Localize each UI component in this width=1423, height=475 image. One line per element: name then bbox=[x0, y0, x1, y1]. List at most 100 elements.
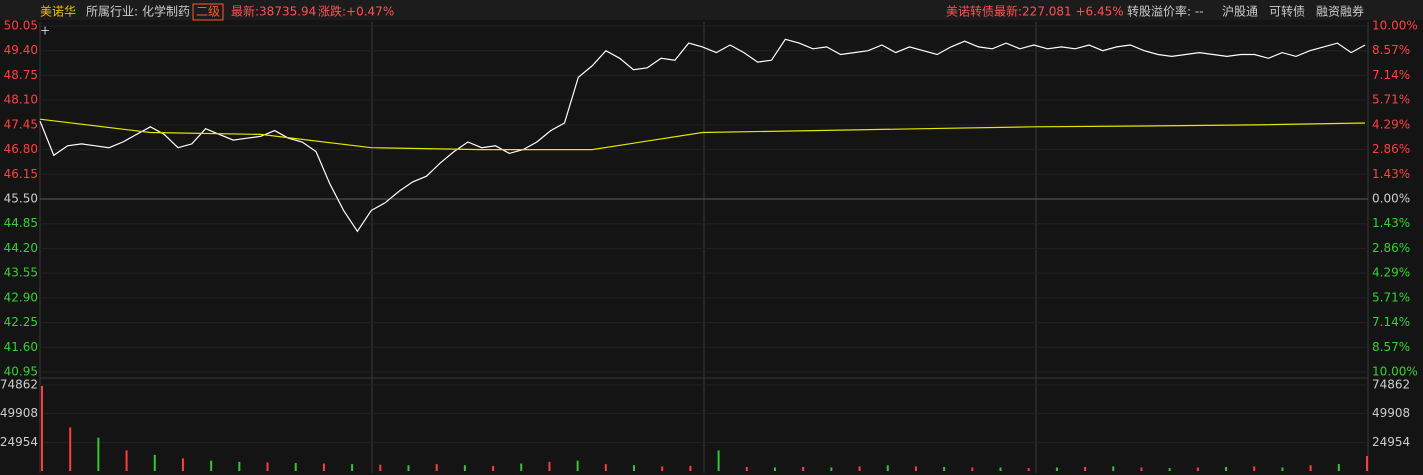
volume-bar bbox=[1055, 467, 1058, 471]
volume-bar bbox=[1366, 456, 1368, 471]
link[interactable]: 融资融券 bbox=[1316, 4, 1364, 19]
y2-tick-label: 8.57% bbox=[1372, 340, 1410, 354]
y2-tick-label: 10.00% bbox=[1372, 365, 1418, 379]
link[interactable]: 可转债 bbox=[1269, 4, 1305, 19]
level-box bbox=[192, 3, 224, 21]
volume-bar bbox=[41, 385, 43, 471]
y-tick-label: 49908 bbox=[0, 406, 38, 420]
y2-tick-label: 2.86% bbox=[1372, 142, 1410, 156]
volume-bar bbox=[1253, 466, 1256, 471]
volume-bar bbox=[210, 460, 213, 471]
y2-tick-label: 7.14% bbox=[1372, 68, 1410, 82]
volume-bar bbox=[520, 463, 523, 471]
volume-bar bbox=[125, 450, 128, 471]
volume-bar bbox=[322, 463, 325, 471]
y-tick-label: 46.15 bbox=[4, 167, 38, 181]
price-line bbox=[39, 118, 1366, 151]
volume-bar bbox=[689, 465, 692, 471]
y2-tick-label: 2.86% bbox=[1372, 241, 1410, 255]
volume-bar bbox=[576, 460, 579, 471]
volume-bar bbox=[435, 464, 438, 471]
volume-bar bbox=[238, 461, 241, 471]
y-tick-label: 42.25 bbox=[4, 315, 38, 329]
industry[interactable]: 化学制药 bbox=[142, 4, 190, 19]
volume-bar bbox=[407, 465, 410, 471]
y-tick-label: 43.55 bbox=[4, 266, 38, 280]
bond: 美诺转债最新:227.081 +6.45% bbox=[946, 4, 1124, 19]
volume-bar bbox=[717, 450, 720, 471]
y-tick-label: 44.20 bbox=[4, 241, 38, 255]
y2-tick-label: 1.43% bbox=[1372, 216, 1410, 230]
y2-tick-label: 5.71% bbox=[1372, 290, 1410, 304]
price-line bbox=[39, 38, 1366, 233]
volume-bar bbox=[943, 466, 946, 471]
volume-bar bbox=[604, 464, 607, 471]
latest: 最新:38735.94 bbox=[231, 4, 316, 19]
volume-bar bbox=[181, 458, 184, 471]
stock-name: 美诺华 bbox=[40, 5, 76, 19]
volume-bar bbox=[1084, 466, 1087, 471]
volume-bar bbox=[97, 437, 100, 471]
y-tick-label: 48.10 bbox=[4, 93, 38, 107]
y-tick-label: 41.60 bbox=[4, 340, 38, 354]
y-tick-label: 50.05 bbox=[4, 19, 38, 33]
y-tick-label: 45.50 bbox=[4, 192, 38, 206]
y2-tick-label: 10.00% bbox=[1372, 19, 1418, 33]
volume-bar bbox=[858, 466, 861, 471]
volume-bar bbox=[886, 465, 889, 471]
volume-bar bbox=[1112, 466, 1115, 471]
link[interactable]: 沪股通 bbox=[1222, 5, 1258, 19]
cursor: + bbox=[40, 24, 50, 38]
y2-tick-label: 7.14% bbox=[1372, 315, 1410, 329]
industry-label: 所属行业: bbox=[86, 5, 138, 19]
y2-tick-label: 1.43% bbox=[1372, 167, 1410, 181]
volume-bar bbox=[745, 466, 748, 471]
y-tick-label: 46.80 bbox=[4, 142, 38, 156]
y-tick-label: 47.45 bbox=[4, 117, 38, 131]
volume-bar bbox=[463, 465, 466, 471]
volume-bar bbox=[633, 465, 636, 471]
volume-bar bbox=[294, 462, 297, 471]
volume-bar bbox=[153, 454, 156, 471]
y-tick-label: 48.75 bbox=[4, 68, 38, 82]
volume-bar bbox=[1309, 465, 1312, 471]
volume-bar bbox=[999, 467, 1002, 471]
volume-bar bbox=[1168, 468, 1171, 471]
y-tick-label: 49.40 bbox=[4, 43, 38, 57]
y-tick-label: 24954 bbox=[0, 435, 38, 449]
volume-bar bbox=[914, 466, 917, 471]
volume-bar bbox=[1140, 467, 1143, 471]
y-tick-label: 44.85 bbox=[4, 216, 38, 230]
header-bar bbox=[0, 0, 1423, 20]
y2-tick-label: 4.29% bbox=[1372, 117, 1410, 131]
y2-tick-label: 24954 bbox=[1372, 435, 1410, 449]
premium: 转股溢价率: -- bbox=[1127, 4, 1204, 19]
volume-bar bbox=[351, 464, 354, 471]
volume-bar bbox=[266, 462, 269, 471]
volume-bar bbox=[1196, 467, 1199, 471]
volume-bar bbox=[773, 467, 776, 471]
volume-bar bbox=[492, 465, 495, 471]
frame bbox=[39, 22, 1369, 473]
volume-bar bbox=[661, 466, 664, 471]
volume-bar bbox=[1281, 467, 1284, 471]
volume-bar bbox=[971, 467, 974, 471]
volume-bar bbox=[830, 467, 833, 471]
y2-tick-label: 5.71% bbox=[1372, 93, 1410, 107]
volume-bar bbox=[1027, 468, 1030, 471]
y-tick-label: 40.95 bbox=[4, 365, 38, 379]
y2-tick-label: 49908 bbox=[1372, 406, 1410, 420]
volume-bar bbox=[802, 466, 805, 471]
y2-tick-label: 74862 bbox=[1372, 378, 1410, 392]
y2-tick-label: 8.57% bbox=[1372, 43, 1410, 57]
y2-tick-label: 4.29% bbox=[1372, 266, 1410, 280]
volume-bar bbox=[69, 427, 72, 471]
y-tick-label: 42.90 bbox=[4, 290, 38, 304]
volume-bar bbox=[548, 461, 551, 471]
level[interactable]: 二级 bbox=[196, 5, 220, 19]
volume-bar bbox=[1337, 464, 1340, 471]
volume-bar bbox=[379, 464, 382, 471]
change: 涨跌:+0.47% bbox=[318, 4, 394, 19]
